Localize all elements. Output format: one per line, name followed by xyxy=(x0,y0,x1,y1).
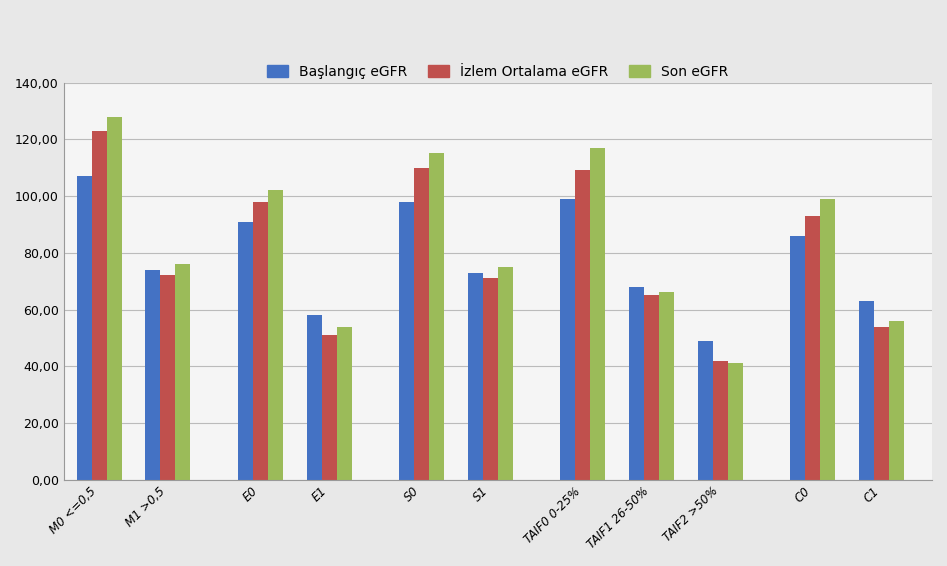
Bar xyxy=(561,199,576,480)
Bar xyxy=(468,273,483,480)
Bar xyxy=(429,153,444,480)
Bar xyxy=(791,236,806,480)
Bar xyxy=(146,270,160,480)
Bar xyxy=(107,117,121,480)
Bar xyxy=(590,148,605,480)
Bar xyxy=(713,361,728,480)
Bar xyxy=(92,131,107,480)
Bar xyxy=(820,199,835,480)
Bar xyxy=(238,221,253,480)
Bar xyxy=(859,301,874,480)
Bar xyxy=(806,216,820,480)
Bar xyxy=(160,276,175,480)
Bar xyxy=(889,321,904,480)
Bar xyxy=(874,327,889,480)
Bar xyxy=(698,341,713,480)
Bar xyxy=(498,267,513,480)
Bar xyxy=(728,363,742,480)
Bar xyxy=(253,201,268,480)
Bar xyxy=(175,264,190,480)
Bar xyxy=(629,287,644,480)
Bar xyxy=(400,201,414,480)
Bar xyxy=(336,327,351,480)
Bar xyxy=(77,176,92,480)
Bar xyxy=(576,170,590,480)
Legend: Başlangıç eGFR, İzlem Ortalama eGFR, Son eGFR: Başlangıç eGFR, İzlem Ortalama eGFR, Son… xyxy=(260,58,736,85)
Bar xyxy=(659,293,674,480)
Bar xyxy=(322,335,336,480)
Bar xyxy=(414,168,429,480)
Bar xyxy=(268,190,283,480)
Bar xyxy=(483,278,498,480)
Bar xyxy=(307,315,322,480)
Bar xyxy=(644,295,659,480)
